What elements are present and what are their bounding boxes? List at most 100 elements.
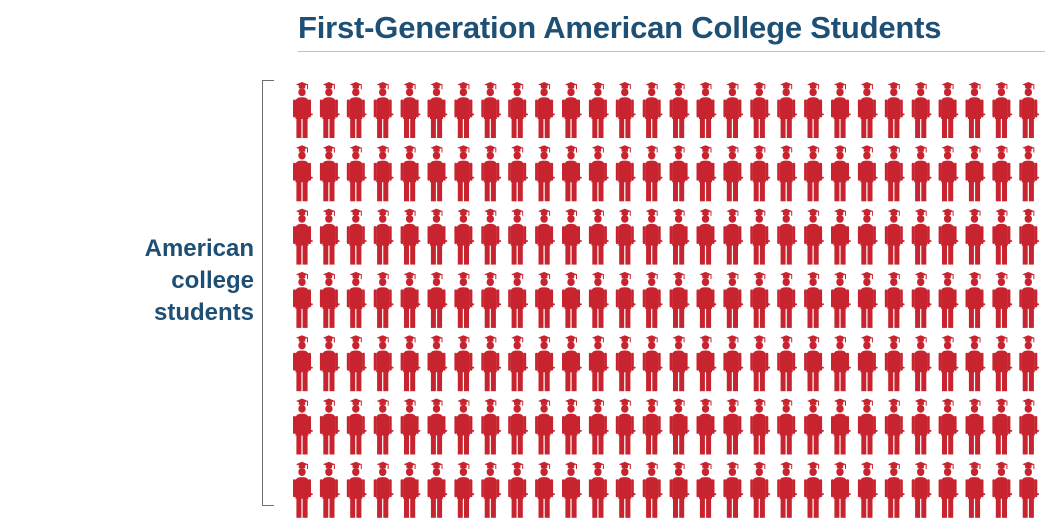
graduate-figure-icon: [535, 461, 555, 518]
graduate-figure-icon: [588, 82, 609, 138]
graduate-figure-icon: [642, 398, 663, 455]
graduate-figure-icon: [508, 461, 528, 518]
graduate-figure-icon: [373, 271, 394, 328]
graduate-figure-icon: [319, 82, 340, 138]
graduate-figure-icon: [992, 145, 1013, 202]
chart-title: First-Generation American College Studen…: [298, 10, 942, 45]
graduate-figure-icon: [911, 145, 932, 202]
graduate-figure-icon: [857, 461, 878, 518]
graduate-figure-icon: [884, 335, 905, 392]
graduate-figure-icon: [427, 208, 448, 265]
graduate-figure-icon: [723, 398, 744, 455]
graduate-figure-icon: [669, 208, 690, 265]
graduate-figure-icon: [696, 82, 717, 138]
graduate-figure-icon: [642, 335, 663, 392]
graduate-figure-icon: [750, 461, 771, 518]
graduate-figure-icon: [884, 82, 905, 138]
graduate-figure-icon: [831, 271, 851, 328]
graduate-figure-icon: [427, 271, 448, 328]
graduate-figure-icon: [857, 335, 878, 392]
graduate-figure-icon: [696, 335, 717, 392]
graduate-figure-icon: [911, 461, 932, 518]
graduate-figure-icon: [562, 461, 582, 518]
graduate-figure-icon: [669, 145, 690, 202]
graduate-figure-icon: [615, 208, 636, 265]
graduate-figure-icon: [965, 461, 986, 518]
graduate-figure-icon: [965, 208, 986, 265]
graduate-figure-icon: [293, 461, 313, 518]
graduate-figure-icon: [481, 461, 502, 518]
graduate-figure-icon: [777, 461, 797, 518]
graduate-figure-icon: [938, 145, 959, 202]
graduate-figure-icon: [1019, 398, 1040, 455]
graduate-figure-icon: [777, 271, 797, 328]
graduate-figure-icon: [696, 271, 717, 328]
graduate-figure-icon: [400, 271, 421, 328]
graduate-figure-icon: [938, 271, 959, 328]
graduate-figure-icon: [454, 335, 475, 392]
graduate-figure-icon: [508, 335, 528, 392]
graduate-figure-icon: [562, 145, 582, 202]
graduate-figure-icon: [481, 145, 502, 202]
graduate-figure-icon: [750, 82, 771, 138]
graduate-figure-icon: [373, 398, 394, 455]
graduate-figure-icon: [588, 461, 609, 518]
graduate-figure-icon: [911, 398, 932, 455]
graduate-figure-icon: [400, 145, 421, 202]
graduate-figure-icon: [938, 82, 959, 138]
graduate-figure-icon: [750, 208, 771, 265]
graduate-figure-icon: [562, 335, 582, 392]
graduate-figure-icon: [400, 461, 421, 518]
graduate-figure-icon: [884, 461, 905, 518]
graduate-figure-icon: [669, 461, 690, 518]
graduate-figure-icon: [884, 208, 905, 265]
graduate-figure-icon: [535, 208, 555, 265]
graduate-figure-icon: [696, 145, 717, 202]
graduate-figure-icon: [588, 145, 609, 202]
graduate-figure-icon: [777, 208, 797, 265]
group-label-line-2: college: [171, 267, 254, 294]
graduate-figure-icon: [696, 208, 717, 265]
graduate-figure-icon: [831, 145, 851, 202]
graduate-figure-icon: [965, 271, 986, 328]
graduate-figure-icon: [454, 398, 475, 455]
graduate-figure-icon: [615, 461, 636, 518]
graduate-figure-icon: [427, 82, 448, 138]
graduate-figure-icon: [481, 82, 502, 138]
graduate-figure-icon: [454, 271, 475, 328]
graduate-figure-icon: [723, 145, 744, 202]
graduate-figure-icon: [696, 461, 717, 518]
graduate-figure-icon: [427, 461, 448, 518]
graduate-figure-icon: [777, 335, 797, 392]
graduate-figure-icon: [346, 398, 367, 455]
group-label: American college students: [54, 233, 254, 329]
graduate-figure-icon: [777, 145, 797, 202]
graduate-figure-icon: [938, 335, 959, 392]
graduate-figure-icon: [400, 208, 421, 265]
graduate-figure-icon: [481, 335, 502, 392]
graduate-figure-icon: [804, 335, 824, 392]
graduate-figure-icon: [831, 335, 851, 392]
graduate-figure-icon: [454, 82, 475, 138]
graduate-figure-icon: [481, 398, 502, 455]
graduate-figure-icon: [831, 398, 851, 455]
graduate-figure-icon: [992, 461, 1013, 518]
graduate-figure-icon: [884, 398, 905, 455]
graduate-figure-icon: [293, 335, 313, 392]
graduate-figure-icon: [857, 398, 878, 455]
graduate-figure-icon: [293, 271, 313, 328]
graduate-figure-icon: [588, 398, 609, 455]
graduate-figure-icon: [911, 82, 932, 138]
graduate-figure-icon: [642, 145, 663, 202]
graduate-figure-icon: [508, 398, 528, 455]
graduate-figure-icon: [965, 82, 986, 138]
graduate-figure-icon: [804, 271, 824, 328]
graduate-figure-icon: [562, 398, 582, 455]
graduate-figure-icon: [615, 82, 636, 138]
graduate-figure-icon: [615, 335, 636, 392]
graduate-figure-icon: [669, 335, 690, 392]
graduate-figure-icon: [427, 398, 448, 455]
graduate-figure-icon: [804, 461, 824, 518]
graduate-figure-icon: [454, 461, 475, 518]
